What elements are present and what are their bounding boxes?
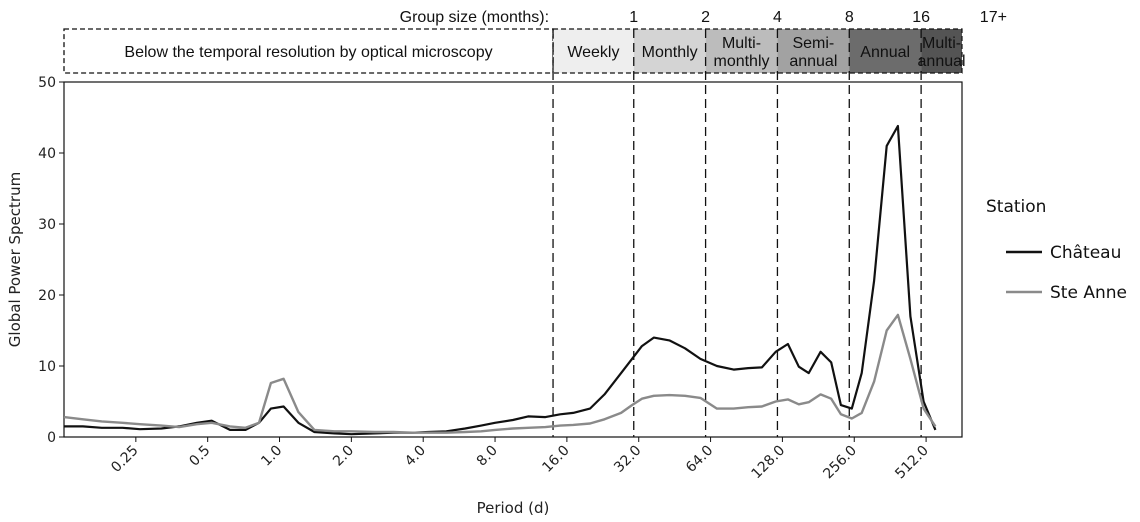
header-group: Below the temporal resolution by optical… xyxy=(63,9,1007,74)
header-band xyxy=(63,28,554,74)
plot-area: 0 10 20 30 40 50 0.25 0.5 1.0 2.0 4.0 8.0 16.0 32.0 64… xyxy=(38,29,963,483)
header-band-label: Multi- xyxy=(922,35,961,52)
x-tick-label: 32.0 xyxy=(611,443,644,476)
group-size-label: 1 xyxy=(629,9,638,26)
header-band xyxy=(705,29,778,73)
y-tick-label: 30 xyxy=(38,217,56,233)
header-band-label: Multi- xyxy=(722,35,761,52)
legend-title: Station xyxy=(986,197,1046,217)
y-tick-label: 0 xyxy=(47,430,56,446)
x-tick-label: 4.0 xyxy=(402,443,429,470)
legend-label-ste-anne: Ste Anne xyxy=(1050,283,1127,303)
x-axis-title: Period (d) xyxy=(477,499,550,517)
header-band-label: Annual xyxy=(860,44,910,61)
header-band xyxy=(777,29,850,73)
group-size-label: 17+ xyxy=(980,9,1007,26)
x-tick-label: 8.0 xyxy=(474,443,501,470)
x-tick-label: 1.0 xyxy=(258,443,285,470)
header-band-label: Below the temporal resolution by optical… xyxy=(124,44,492,61)
legend: Station Château Ste Anne xyxy=(986,197,1127,303)
header-band-label: Weekly xyxy=(567,44,619,61)
series-line-chateau xyxy=(64,124,937,436)
x-tick-label: 128.0 xyxy=(749,443,789,483)
header-band-label: monthly xyxy=(713,53,769,70)
y-axis-title: Global Power Spectrum xyxy=(6,172,24,347)
group-size-label: 16 xyxy=(912,9,930,26)
header-band xyxy=(849,29,922,73)
y-tick-label: 10 xyxy=(38,359,56,375)
x-tick-label: 16.0 xyxy=(539,443,572,476)
y-tick-label: 50 xyxy=(38,75,56,91)
group-size-label: 2 xyxy=(701,9,710,26)
header-band-label: annual xyxy=(789,53,837,70)
x-tick-label: 0.25 xyxy=(108,443,141,476)
header-band xyxy=(633,29,706,73)
header-band xyxy=(553,29,634,73)
header-band-label: Monthly xyxy=(642,44,698,61)
x-tick-label: 2.0 xyxy=(330,443,357,470)
x-tick-label: 512.0 xyxy=(892,443,932,483)
y-tick-label: 40 xyxy=(38,146,56,162)
header-band-label: Semi- xyxy=(792,35,834,52)
x-tick-label: 256.0 xyxy=(820,443,860,483)
plot-frame xyxy=(63,81,963,438)
header-band xyxy=(921,29,962,73)
series-line-ste-anne xyxy=(63,313,937,434)
group-size-title: Group size (months): xyxy=(400,9,549,26)
x-tick-label: 0.5 xyxy=(186,443,213,470)
y-tick-label: 20 xyxy=(38,288,56,304)
legend-label-chateau: Château xyxy=(1050,243,1121,263)
group-size-label: 8 xyxy=(845,9,854,26)
header-band-label: annual xyxy=(918,53,966,70)
x-tick-label: 64.0 xyxy=(683,443,716,476)
group-size-label: 4 xyxy=(773,9,782,26)
